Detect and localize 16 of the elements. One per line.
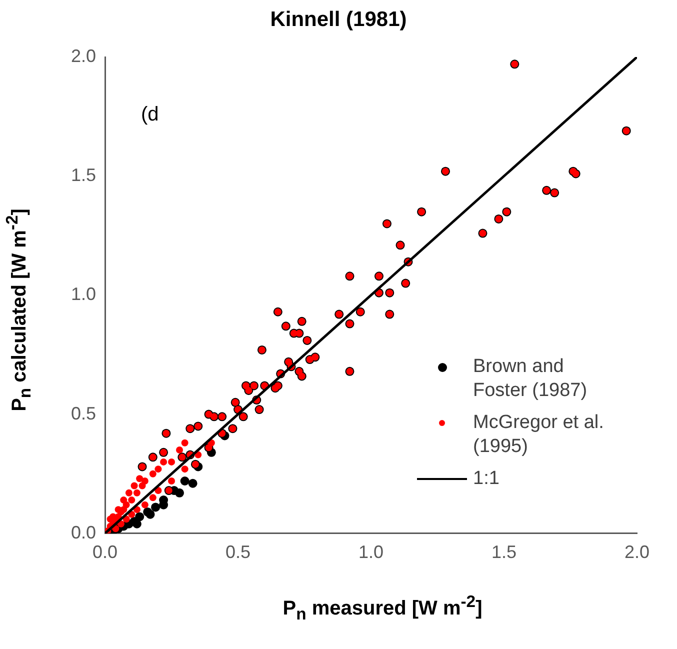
x-axis-title: P$_{n}$ measured [W m$^{-2}$] <box>282 592 484 625</box>
x-tick-label: 0.5 <box>226 542 251 562</box>
x-tick-label: 2.0 <box>624 542 650 562</box>
legend-label: 1:1 <box>473 467 500 491</box>
y-tick-label: 2.0 <box>70 46 96 66</box>
legend-label: McGregor et al. (1995) <box>473 411 605 459</box>
chart-title: Kinnell (1981) <box>269 8 408 32</box>
annotation: (d <box>141 104 159 126</box>
x-tick-label: 0.0 <box>92 542 118 562</box>
legend-label: Brown and Foster (1987) <box>473 355 588 403</box>
y-tick-label: 0.0 <box>70 522 96 542</box>
x-tick-label: 1.0 <box>358 542 384 562</box>
y-tick-label: 1.0 <box>70 284 96 304</box>
y-tick-label: 1.5 <box>70 165 96 186</box>
x-tick-label: 1.5 <box>491 542 517 562</box>
y-tick-label: 0.5 <box>70 403 96 424</box>
